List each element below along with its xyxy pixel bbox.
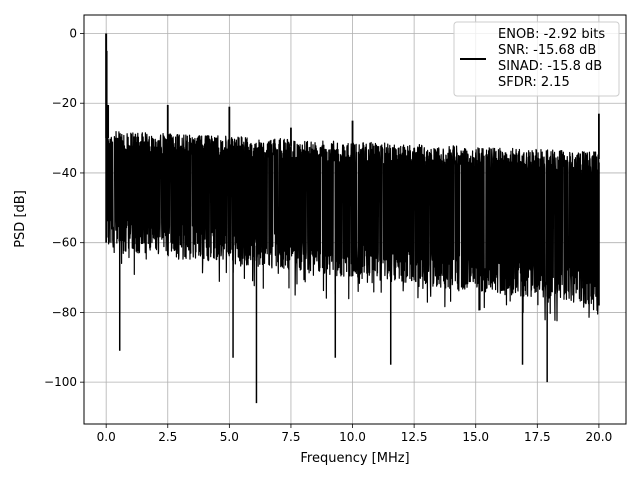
y-tick-label: −60	[52, 236, 77, 250]
axes-frame	[83, 14, 627, 425]
legend-sinad: SINAD: -15.8 dB	[498, 59, 602, 74]
x-tick-label: 12.5	[401, 430, 428, 444]
y-tick-label: −40	[52, 166, 77, 180]
y-axis-label: PSD [dB]	[13, 190, 28, 248]
y-tick-label: −100	[44, 375, 77, 389]
legend-box	[453, 21, 620, 97]
y-axis-ticks: 0 −20 −40 −60 −80 −100	[44, 26, 84, 389]
x-axis-ticks: 0.0 2.5 5.0 7.5 10.0 12.5 15.0 17.5 20.0	[97, 424, 613, 444]
x-tick-label: 10.0	[339, 430, 366, 444]
legend-enob: ENOB: -2.92 bits	[498, 27, 605, 42]
x-tick-label: 0.0	[97, 430, 116, 444]
psd-trace	[105, 33, 600, 404]
legend-sfdr: SFDR: 2.15	[498, 75, 570, 90]
y-tick-label: −20	[52, 96, 77, 110]
x-axis-label: Frequency [MHz]	[300, 451, 409, 466]
x-tick-label: 20.0	[586, 430, 613, 444]
x-tick-label: 17.5	[524, 430, 551, 444]
x-tick-label: 5.0	[220, 430, 239, 444]
y-tick-label: −80	[52, 305, 77, 319]
noise-floor-trace	[105, 131, 600, 322]
legend: ENOB: -2.92 bits SNR: -15.68 dB SINAD: -…	[453, 21, 620, 97]
y-tick-label: 0	[69, 26, 77, 40]
legend-snr: SNR: -15.68 dB	[498, 43, 596, 58]
x-tick-label: 2.5	[158, 430, 177, 444]
x-tick-label: 15.0	[462, 430, 489, 444]
x-tick-label: 7.5	[281, 430, 300, 444]
